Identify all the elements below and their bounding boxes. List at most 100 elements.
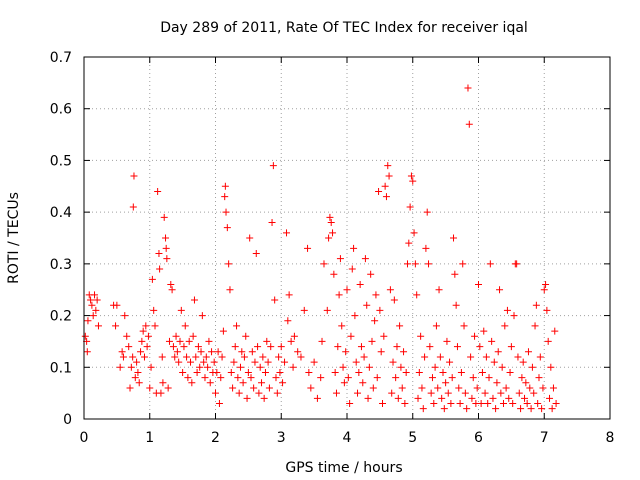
x-tick-label: 3 [277,430,286,446]
data-point [304,244,312,252]
x-tick-label: 8 [606,430,615,446]
data-point [451,270,459,278]
data-point [158,353,166,361]
data-point [427,389,435,397]
data-point [351,312,359,320]
data-point [172,332,180,340]
data-point [410,229,418,237]
data-point [519,358,527,366]
data-point [527,405,535,413]
data-point [534,399,542,407]
data-point [255,389,263,397]
data-point [417,332,425,340]
data-point [177,306,185,314]
data-point [459,260,467,268]
data-point [465,120,473,128]
data-point [468,394,476,402]
x-tick-label: 0 [80,430,89,446]
data-point [213,368,221,376]
data-point [189,332,197,340]
x-tick-label: 1 [145,430,154,446]
data-point [552,399,560,407]
data-point [223,224,231,232]
data-point [453,343,461,351]
data-point [335,291,343,299]
data-point [469,374,477,382]
data-point [180,343,188,351]
data-point [432,322,440,330]
data-point [221,193,229,201]
data-point [377,348,385,356]
data-point [507,343,515,351]
data-point [260,394,268,402]
data-point [346,399,354,407]
data-point [139,327,147,335]
data-point [425,260,433,268]
data-point [277,343,285,351]
data-point [457,368,465,376]
data-point [233,322,241,330]
data-point [528,363,536,371]
data-point [188,379,196,387]
data-point [544,337,552,345]
data-point [244,368,252,376]
data-point [382,193,390,201]
data-point [407,172,415,180]
data-point [310,358,318,366]
data-point [243,394,251,402]
data-point [398,384,406,392]
data-point [409,177,417,185]
data-point [137,348,145,356]
data-point [336,255,344,263]
data-point [347,332,355,340]
data-point [352,358,360,366]
data-point [204,363,212,371]
data-point [342,348,350,356]
data-point [329,229,337,237]
data-point [173,348,181,356]
data-point [279,379,287,387]
data-point [267,343,275,351]
data-point [83,348,91,356]
data-point [200,358,208,366]
data-point [434,384,442,392]
data-point [84,317,92,325]
data-point [375,187,383,195]
data-points [81,84,560,413]
data-point [343,286,351,294]
data-point [484,399,492,407]
data-point [423,208,431,216]
data-point [436,353,444,361]
data-point [388,389,396,397]
data-point [505,394,513,402]
data-point [225,260,233,268]
data-point [196,363,204,371]
data-point [422,244,430,252]
data-point [129,203,137,211]
data-point [450,234,458,242]
data-point [150,306,158,314]
data-point [284,317,292,325]
data-point [134,368,142,376]
data-point [443,337,451,345]
data-point [119,353,127,361]
data-point [222,208,230,216]
data-point [118,348,126,356]
x-tick-label: 6 [474,430,483,446]
data-point [261,368,269,376]
data-point [365,363,373,371]
data-point [460,322,468,330]
data-point [229,384,237,392]
data-point [236,363,244,371]
data-point [193,368,201,376]
data-point [246,234,254,242]
data-point [254,343,262,351]
data-point [235,389,243,397]
data-point [297,353,305,361]
data-point [167,281,175,289]
data-point [509,399,517,407]
data-point [446,358,454,366]
data-point [131,374,139,382]
data-point [394,394,402,402]
